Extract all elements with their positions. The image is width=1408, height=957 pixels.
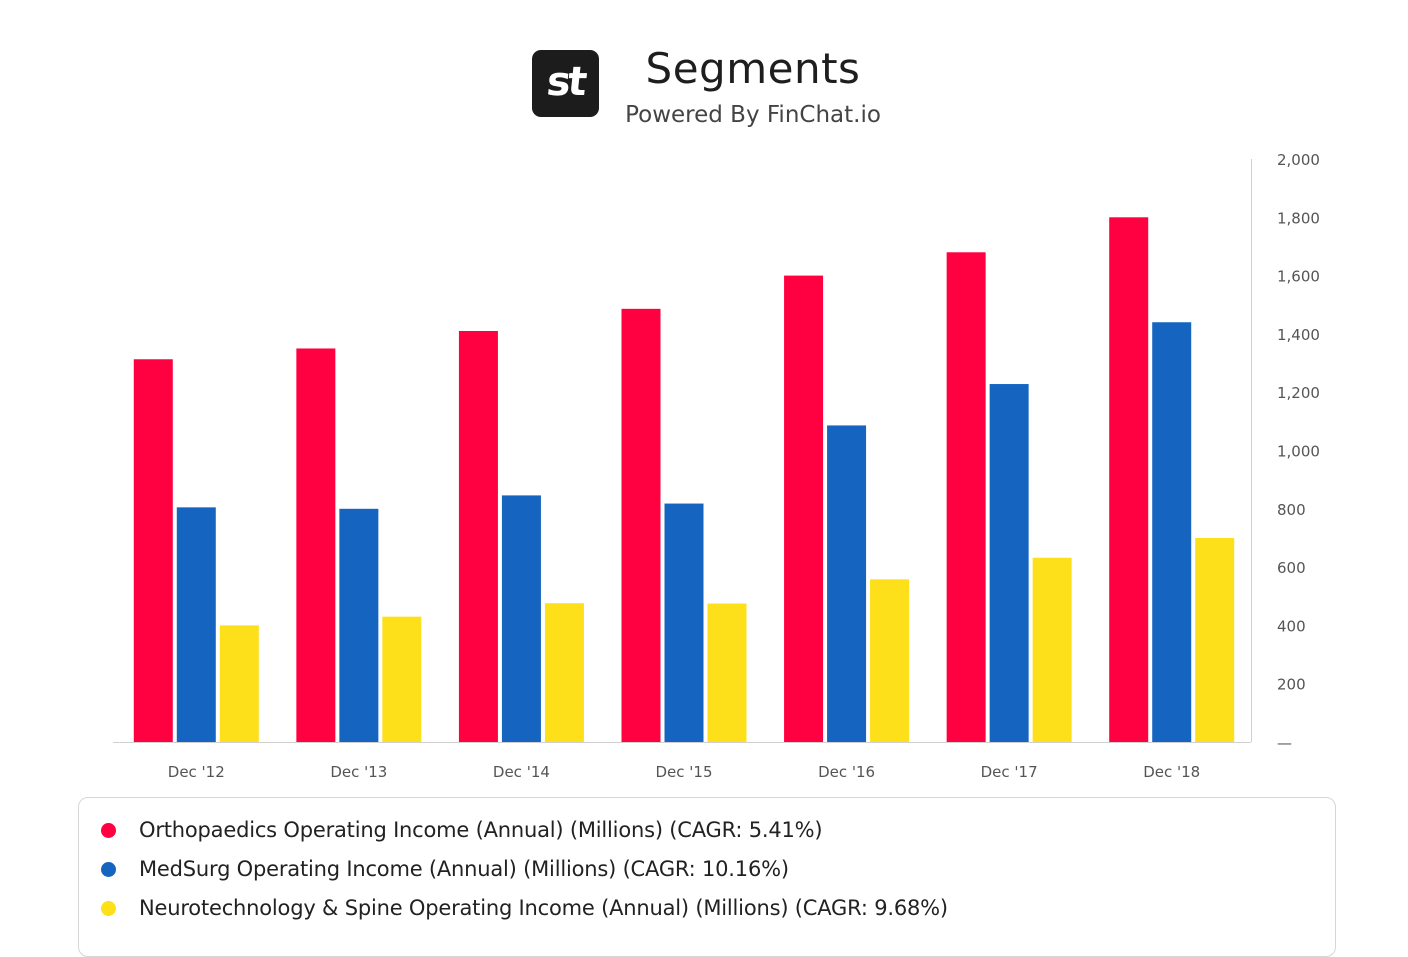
bar-orthopaedics xyxy=(621,308,661,742)
legend-item-orthopaedics: Orthopaedics Operating Income (Annual) (… xyxy=(101,815,823,845)
chart-legend: Orthopaedics Operating Income (Annual) (… xyxy=(78,797,1336,957)
bar-medsurg xyxy=(989,384,1029,742)
bar-orthopaedics xyxy=(296,348,336,742)
x-tick-label: Dec '13 xyxy=(330,763,387,781)
legend-item-medsurg: MedSurg Operating Income (Annual) (Milli… xyxy=(101,854,789,884)
chart-header: st Segments Powered By FinChat.io xyxy=(0,0,1408,140)
bar-orthopaedics xyxy=(946,252,986,742)
legend-dot-medsurg xyxy=(101,861,116,877)
bar-neurotechnology xyxy=(219,625,259,742)
bar-neurotechnology xyxy=(544,603,584,742)
legend-label-orthopaedics: Orthopaedics Operating Income (Annual) (… xyxy=(139,818,823,842)
y-tick-label: — xyxy=(1277,734,1292,752)
bar-medsurg xyxy=(501,495,541,742)
bar-medsurg xyxy=(1152,322,1192,742)
y-tick-label: 600 xyxy=(1277,559,1306,577)
bar-orthopaedics xyxy=(784,275,824,742)
x-tick-label: Dec '15 xyxy=(655,763,712,781)
legend-dot-orthopaedics xyxy=(101,822,116,838)
bar-neurotechnology xyxy=(707,603,747,742)
y-tick-label: 1,000 xyxy=(1277,443,1320,461)
finchat-logo: st xyxy=(532,50,599,117)
chart-title: Segments xyxy=(645,44,861,93)
bar-orthopaedics xyxy=(458,330,498,742)
legend-dot-neurotechnology xyxy=(101,900,116,916)
bar-medsurg xyxy=(339,508,379,742)
y-tick-label: 400 xyxy=(1277,617,1306,635)
bar-neurotechnology xyxy=(1032,557,1072,742)
x-tick-label: Dec '12 xyxy=(168,763,225,781)
chart-subtitle: Powered By FinChat.io xyxy=(625,102,881,128)
y-tick-label: 1,600 xyxy=(1277,268,1320,286)
y-tick-label: 800 xyxy=(1277,501,1306,519)
legend-label-neurotechnology: Neurotechnology & Spine Operating Income… xyxy=(139,896,948,920)
x-tick-label: Dec '18 xyxy=(1143,763,1200,781)
y-tick-label: 1,800 xyxy=(1277,209,1320,227)
bar-medsurg xyxy=(176,507,216,742)
y-tick-label: 200 xyxy=(1277,676,1306,694)
bar-medsurg xyxy=(664,503,704,742)
x-tick-label: Dec '17 xyxy=(981,763,1038,781)
legend-label-medsurg: MedSurg Operating Income (Annual) (Milli… xyxy=(139,857,789,881)
bar-neurotechnology xyxy=(870,579,910,742)
y-tick-label: 1,400 xyxy=(1277,326,1320,344)
bar-orthopaedics xyxy=(133,359,173,742)
x-tick-label: Dec '14 xyxy=(493,763,550,781)
y-tick-label: 1,200 xyxy=(1277,384,1320,402)
bar-neurotechnology xyxy=(382,616,422,742)
bar-chart: Dec '12 Dec '13 Dec '14 Dec '15 Dec '16 Dec '… xyxy=(113,151,1320,781)
bar-medsurg xyxy=(827,425,867,742)
legend-item-neurotechnology: Neurotechnology & Spine Operating Income… xyxy=(101,893,948,923)
bar-orthopaedics xyxy=(1109,217,1149,743)
bar-neurotechnology xyxy=(1195,537,1235,742)
x-tick-label: Dec '16 xyxy=(818,763,875,781)
y-tick-label: 2,000 xyxy=(1277,151,1320,169)
